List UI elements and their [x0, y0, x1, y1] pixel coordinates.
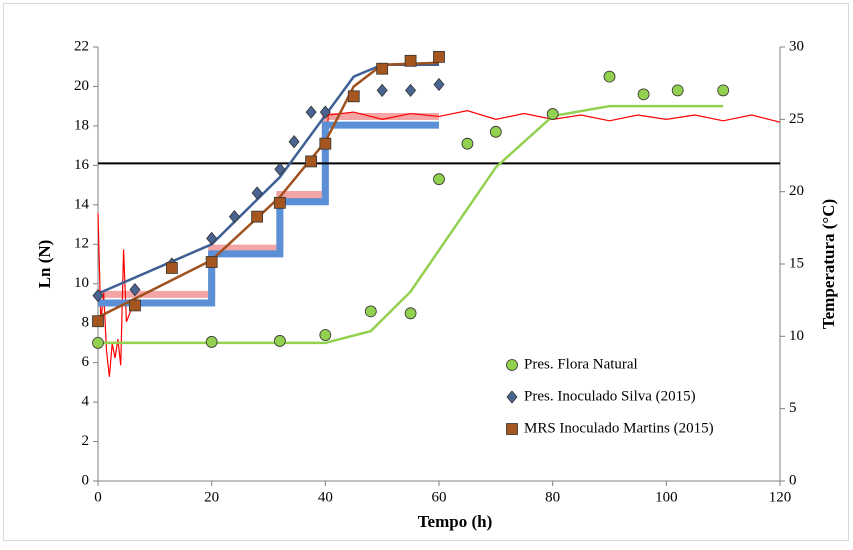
point	[206, 231, 218, 245]
point	[404, 307, 417, 320]
point	[305, 155, 318, 168]
point	[376, 83, 388, 98]
point	[165, 262, 178, 274]
point	[546, 108, 559, 120]
y-tick-label: 20	[74, 78, 89, 94]
y-tick-label: 8	[82, 315, 90, 331]
fit-line	[98, 104, 724, 345]
point	[347, 90, 360, 103]
point	[274, 162, 286, 176]
legend-marker	[506, 359, 518, 371]
point	[273, 335, 286, 347]
x-axis-label: Tempo (h)	[418, 512, 492, 531]
y2-axis-label: Temperatura (°C)	[819, 199, 838, 329]
point	[251, 210, 264, 223]
x-tick-label: 0	[94, 489, 102, 505]
legend-label: Pres. Inoculado Silva (2015)	[524, 388, 696, 404]
y2-tick-label: 20	[789, 183, 804, 199]
y-tick-label: 0	[82, 472, 90, 488]
point	[319, 105, 331, 119]
y2-tick-label: 5	[789, 400, 797, 416]
y2-tick-label: 30	[789, 38, 804, 54]
point	[433, 173, 445, 186]
legend-marker	[506, 390, 518, 404]
y-tick-label: 16	[74, 157, 90, 173]
point	[205, 256, 218, 268]
y-axis-label: Ln (N)	[35, 240, 54, 289]
y-tick-label: 22	[74, 38, 89, 54]
point	[288, 135, 300, 149]
point	[603, 70, 616, 83]
point	[305, 105, 317, 119]
x-tick-label: 120	[769, 489, 792, 505]
x-tick-label: 40	[318, 489, 333, 505]
point	[404, 54, 417, 67]
point	[489, 125, 502, 138]
point	[637, 88, 650, 101]
y2-tick-label: 15	[789, 255, 804, 271]
point	[92, 337, 104, 349]
x-tick-label: 80	[545, 489, 560, 505]
point	[228, 210, 240, 224]
point	[92, 288, 104, 303]
point	[405, 83, 417, 98]
y-tick-label: 10	[74, 275, 89, 291]
y-tick-label: 14	[74, 196, 90, 212]
chart-frame	[3, 3, 849, 541]
y-tick-label: 18	[74, 117, 89, 133]
y-tick-label: 6	[82, 354, 90, 370]
y2-tick-label: 0	[789, 472, 797, 488]
point	[319, 137, 332, 150]
point	[717, 84, 730, 97]
point	[461, 137, 474, 150]
point	[671, 84, 684, 97]
y2-tick-label: 25	[789, 111, 804, 127]
legend-label: Pres. Flora Natural	[524, 356, 638, 372]
point	[433, 77, 445, 92]
y-tick-label: 4	[82, 394, 90, 410]
point	[433, 50, 445, 63]
x-tick-label: 60	[432, 489, 447, 505]
point	[251, 186, 263, 200]
point	[273, 196, 286, 209]
legend-marker	[506, 423, 518, 435]
legend-label: MRS Inoculado Martins (2015)	[524, 420, 714, 436]
y-tick-label: 12	[74, 236, 89, 252]
point	[92, 315, 104, 328]
point	[129, 283, 141, 297]
point	[129, 299, 141, 312]
x-tick-label: 20	[204, 489, 219, 505]
x-tick-label: 100	[655, 489, 678, 505]
point	[376, 62, 389, 75]
y-tick-label: 2	[82, 433, 90, 449]
point	[364, 305, 377, 318]
point	[319, 329, 332, 341]
point	[205, 336, 218, 348]
y2-tick-label: 10	[789, 328, 804, 344]
